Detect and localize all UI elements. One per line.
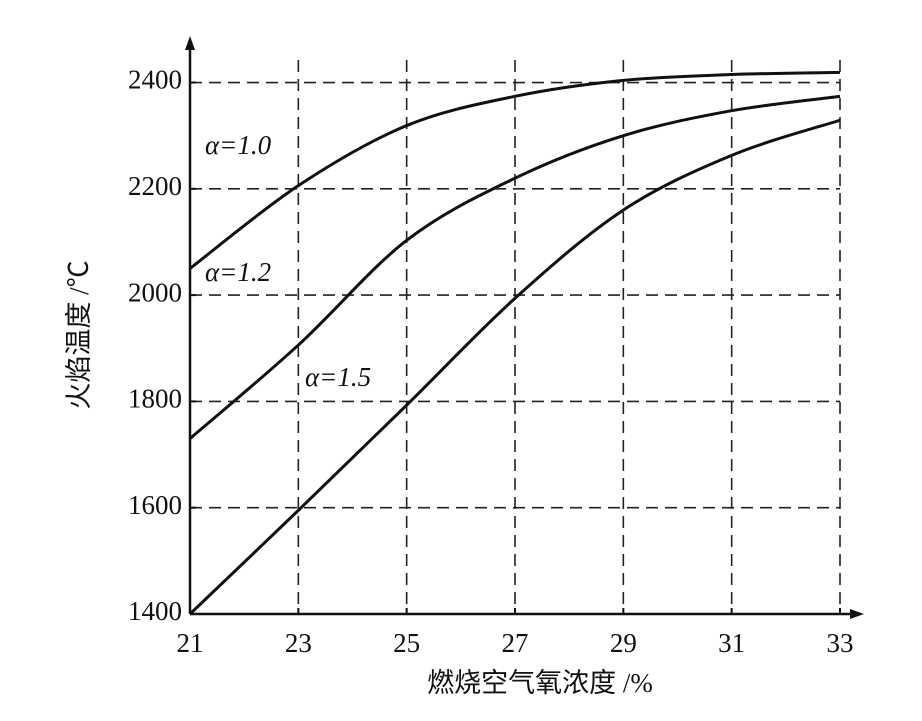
x-tick-label: 21 [177,628,204,658]
curve-label: α=1.2 [205,257,271,287]
y-tick-label: 2000 [128,277,182,307]
x-tick-label: 31 [718,628,745,658]
curve [189,70,841,270]
y-tick-label: 2400 [128,65,182,95]
y-tick-label: 1800 [128,384,182,414]
y-tick-label: 1400 [128,596,182,626]
x-axis-arrow [850,609,864,619]
y-axis-title: 火焰温度 /℃ [64,260,94,409]
x-axis-title: 燃烧空气氧浓度 /% [427,668,653,698]
x-tick-label: 27 [502,628,529,658]
x-tick-label: 29 [610,628,637,658]
x-tick-label: 23 [285,628,312,658]
x-tick-label: 33 [827,628,854,658]
curve-label: α=1.0 [205,130,272,160]
curve-label: α=1.5 [305,362,371,392]
y-axis-arrow [185,36,195,50]
y-tick-label: 1600 [128,490,182,520]
curve [189,94,841,440]
y-tick-label: 2200 [128,171,182,201]
curve [188,118,841,616]
x-tick-label: 25 [393,628,420,658]
